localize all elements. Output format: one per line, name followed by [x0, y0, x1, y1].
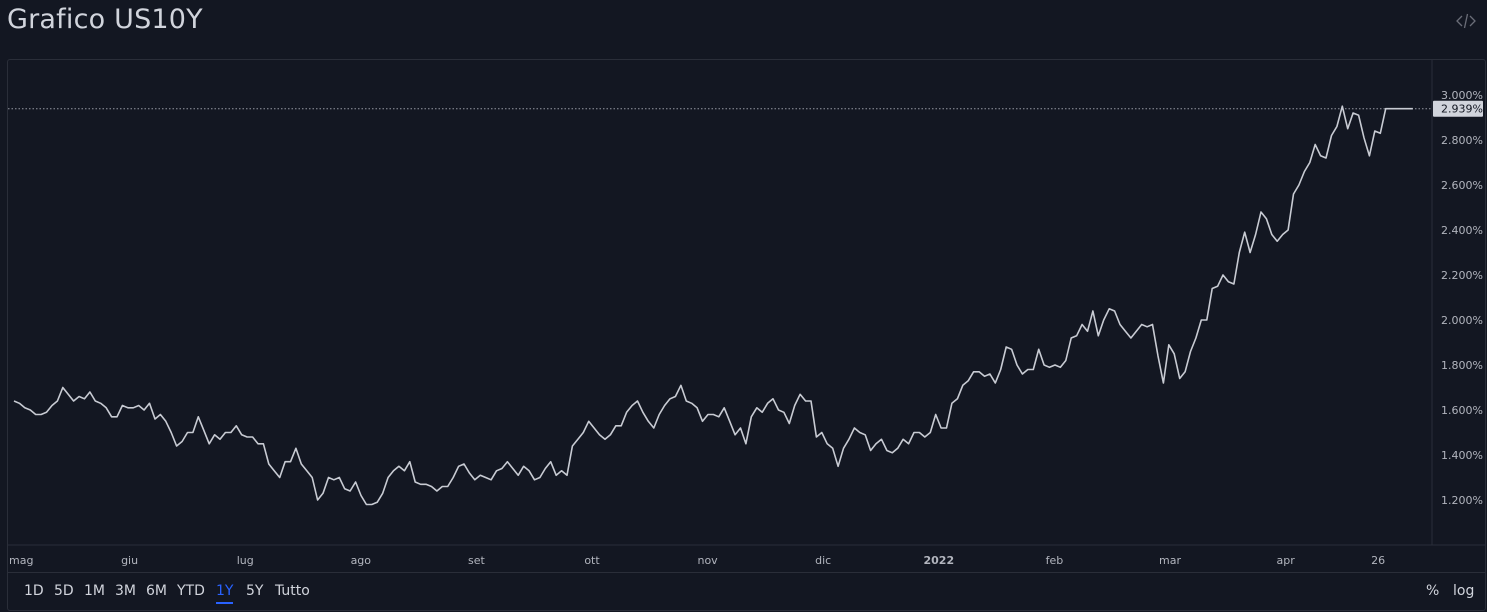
x-tick-label: ago [351, 554, 372, 567]
range-5y-button[interactable]: 5Y [246, 583, 264, 599]
y-tick-label: 1.600% [1441, 404, 1483, 417]
log-scale-toggle[interactable]: log [1453, 583, 1475, 599]
range-all-button[interactable]: Tutto [275, 583, 310, 599]
x-tick-label: set [468, 554, 485, 567]
y-tick-label: 1.400% [1441, 449, 1483, 462]
range-6m-button[interactable]: 6M [146, 583, 167, 599]
last-price-label: 2.939% [1441, 103, 1483, 116]
range-5d-button[interactable]: 5D [54, 583, 74, 599]
y-tick-label: 2.000% [1441, 314, 1483, 327]
x-tick-label: 26 [1371, 554, 1385, 567]
y-tick-label: 2.600% [1441, 179, 1483, 192]
x-tick-label: dic [815, 554, 831, 567]
x-tick-label: ott [584, 554, 600, 567]
y-tick-label: 3.000% [1441, 89, 1483, 102]
y-tick-label: 2.800% [1441, 134, 1483, 147]
x-tick-label: mag [9, 554, 33, 567]
code-icon [1456, 13, 1476, 29]
range-1d-button[interactable]: 1D [24, 583, 44, 599]
bottom-toolbar: 1D 5D 1M 3M 6M YTD 1Y 5Y Tutto % log [8, 572, 1485, 611]
embed-code-button[interactable] [1455, 10, 1477, 32]
x-tick-label: nov [697, 554, 718, 567]
range-1y-button[interactable]: 1Y [216, 583, 234, 604]
page-title: Grafico US10Y [7, 4, 203, 35]
price-series-line [13, 105, 1413, 506]
y-tick-label: 2.400% [1441, 224, 1483, 237]
range-1m-button[interactable]: 1M [84, 583, 105, 599]
chart-frame [7, 59, 1486, 611]
percent-scale-toggle[interactable]: % [1426, 583, 1440, 599]
range-ytd-button[interactable]: YTD [177, 583, 205, 599]
x-tick-label: feb [1046, 554, 1064, 567]
x-tick-label: giu [121, 554, 138, 567]
x-tick-label: apr [1276, 554, 1295, 567]
y-tick-label: 2.200% [1441, 269, 1483, 282]
x-tick-label: lug [237, 554, 254, 567]
y-tick-label: 1.800% [1441, 359, 1483, 372]
x-tick-label: 2022 [923, 554, 954, 567]
last-price-badge [1433, 100, 1483, 117]
y-tick-label: 1.200% [1441, 494, 1483, 507]
range-3m-button[interactable]: 3M [115, 583, 136, 599]
x-tick-label: mar [1159, 554, 1181, 567]
